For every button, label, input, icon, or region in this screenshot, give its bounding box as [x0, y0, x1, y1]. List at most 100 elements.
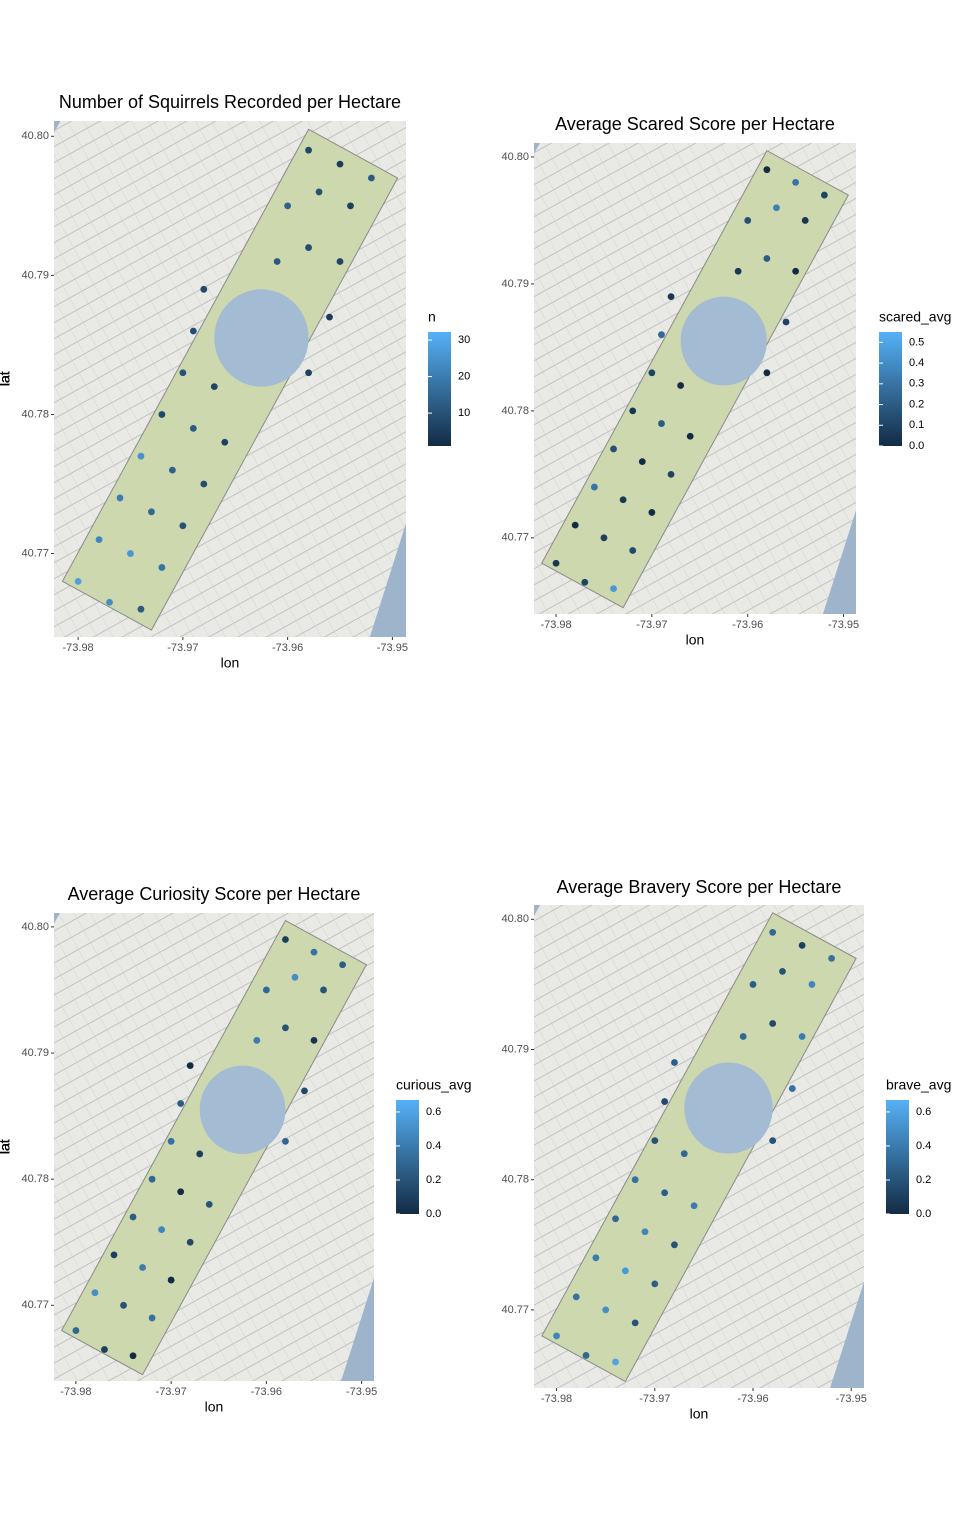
hectare-point	[763, 369, 771, 377]
hectare-point	[648, 509, 656, 516]
colorbar-label: 0.5	[909, 336, 924, 348]
park	[541, 912, 857, 1383]
reservoir	[684, 1062, 773, 1154]
hectare-point	[196, 1150, 204, 1158]
hectare-point	[368, 174, 375, 182]
hectare-point	[110, 1251, 118, 1259]
x-axis-title: lon	[221, 655, 240, 671]
hectare-point	[792, 267, 800, 275]
colorbar-label: 0.2	[426, 1174, 441, 1186]
hectare-point	[148, 508, 155, 516]
hectare-point	[658, 420, 665, 427]
hectare-point	[186, 1238, 194, 1246]
y-tick-label: 40.79	[501, 278, 529, 290]
hectare-point	[820, 191, 828, 199]
x-tick-label: -73.98	[540, 619, 571, 631]
hectare-point	[339, 961, 346, 969]
colorbar-label: 0.1	[909, 419, 924, 431]
river	[830, 1281, 864, 1388]
hectare-point	[200, 480, 208, 488]
hectare-point	[148, 1314, 156, 1322]
hectare-point	[661, 1098, 669, 1105]
hectare-point	[120, 1301, 127, 1309]
hectare-point	[137, 605, 145, 613]
hectare-point	[127, 550, 134, 557]
hectare-point	[808, 981, 816, 988]
colorbar	[396, 1100, 419, 1214]
hectare-point	[179, 522, 187, 530]
hectare-point	[581, 578, 589, 586]
y-tick-label: 40.79	[501, 1043, 529, 1055]
hectare-point	[798, 941, 806, 949]
hectare-point	[590, 483, 598, 491]
y-tick-label: 40.77	[21, 547, 49, 559]
hectare-point	[129, 1213, 137, 1221]
hectare-point	[686, 432, 694, 440]
hectare-point	[310, 948, 318, 956]
x-axis-title: lon	[686, 632, 705, 648]
x-tick-label: -73.95	[346, 1386, 377, 1398]
x-tick-label: -73.97	[156, 1386, 187, 1398]
hectare-point	[553, 1332, 560, 1340]
hectare-point	[167, 1276, 175, 1284]
hectare-point	[116, 494, 124, 502]
hectare-point	[792, 178, 800, 186]
colorbar	[428, 332, 451, 446]
colorbar-label: 20	[458, 370, 470, 382]
y-axis-title: lat	[0, 371, 13, 386]
hectare-point	[629, 547, 637, 554]
hectare-point	[291, 973, 299, 981]
hectare-point	[763, 166, 771, 174]
hectare-point	[305, 244, 312, 251]
hectare-point	[782, 318, 790, 326]
colorbar-label: 0.2	[909, 398, 924, 410]
hectare-point	[619, 496, 627, 504]
x-axis-title: lon	[690, 1406, 709, 1422]
reservoir	[214, 289, 309, 387]
hectare-point	[763, 255, 771, 262]
y-tick-label: 40.79	[21, 269, 49, 281]
hectare-point	[582, 1352, 590, 1359]
hectare-point	[671, 1241, 678, 1249]
chart-title: Number of Squirrels Recorded per Hectare	[59, 92, 401, 112]
hectare-point	[205, 1200, 213, 1208]
river	[534, 143, 540, 154]
hectare-point	[773, 204, 780, 212]
hectare-point	[336, 160, 344, 168]
x-tick-label: -73.95	[836, 1393, 867, 1405]
hectare-point	[305, 369, 312, 377]
hectare-point	[158, 564, 166, 571]
hectare-point	[95, 536, 103, 544]
colorbar-label: 0.0	[909, 440, 924, 452]
x-tick-label: -73.96	[732, 619, 763, 631]
x-tick-label: -73.96	[251, 1386, 282, 1398]
y-tick-label: 40.77	[501, 1304, 529, 1316]
hectare-point	[671, 1059, 678, 1066]
hectare-point	[273, 258, 281, 265]
hectare-point	[72, 1327, 80, 1334]
hectare-point	[592, 1254, 600, 1262]
x-tick-label: -73.95	[377, 642, 408, 654]
colorbar	[879, 332, 902, 446]
hectare-point	[658, 331, 665, 339]
x-tick-label: -73.97	[636, 619, 667, 631]
hectare-point	[631, 1319, 639, 1327]
hectare-point	[798, 1033, 806, 1040]
colorbar-label: 0.4	[909, 357, 924, 369]
colorbar-label: 0.2	[916, 1174, 931, 1186]
hectare-point	[661, 1189, 669, 1197]
hectare-point	[828, 954, 835, 962]
map-panel	[534, 143, 856, 614]
x-tick-label: -73.97	[639, 1393, 670, 1405]
y-axis-title: lat	[0, 1139, 13, 1154]
hectare-point	[186, 1062, 194, 1070]
hectare-point	[749, 981, 757, 988]
hectare-point	[336, 258, 344, 265]
hectare-point	[667, 470, 675, 478]
hectare-point	[641, 1228, 649, 1236]
legend-title: n	[428, 309, 436, 325]
hectare-point	[210, 383, 218, 391]
hectare-point	[282, 1137, 289, 1145]
hectare-point	[148, 1175, 156, 1183]
hectare-point	[621, 1267, 629, 1275]
